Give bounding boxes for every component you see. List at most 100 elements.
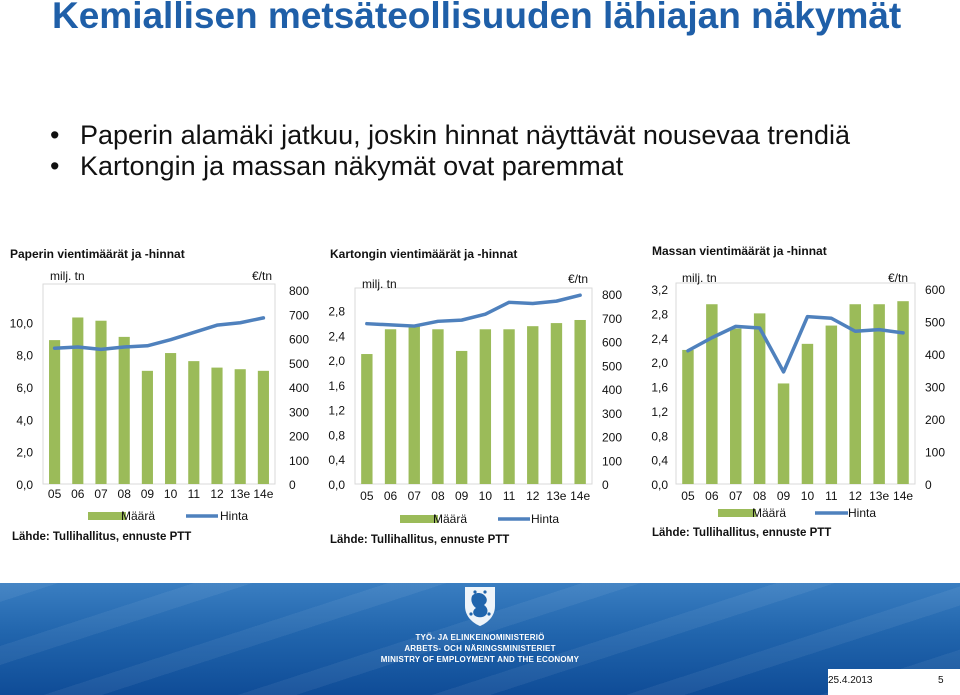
- bar: [408, 326, 420, 484]
- bar: [49, 340, 61, 484]
- right-tick-label: 200: [289, 430, 309, 444]
- left-axis-unit: milj. tn: [682, 271, 717, 285]
- right-tick-label: 600: [602, 336, 622, 350]
- bar: [730, 328, 742, 484]
- right-tick-label: 100: [602, 454, 622, 468]
- bullet-list: Paperin alamäki jatkuu, joskin hinnat nä…: [48, 120, 850, 182]
- legend-label: Hinta: [848, 506, 876, 520]
- bar: [777, 383, 790, 484]
- category-label: 14e: [253, 487, 273, 501]
- chart-title: Massan vientimäärät ja -hinnat: [652, 244, 827, 258]
- bar: [873, 304, 885, 484]
- left-axis-unit: milj. tn: [50, 269, 85, 283]
- bar: [849, 304, 861, 484]
- right-tick-label: 200: [925, 413, 945, 427]
- right-tick-label: 0: [602, 478, 609, 492]
- ministry-name-sv: ARBETS- OCH NÄRINGSMINISTERIET: [404, 644, 556, 653]
- bar: [455, 350, 468, 484]
- right-tick-label: 600: [289, 333, 309, 347]
- category-label: 12: [210, 487, 224, 501]
- right-tick-label: 300: [602, 407, 622, 421]
- left-tick-label: 1,2: [328, 404, 345, 418]
- left-tick-label: 1,6: [328, 379, 345, 393]
- left-tick-label: 1,6: [651, 381, 668, 395]
- left-tick-label: 2,8: [328, 305, 345, 319]
- category-label: 06: [384, 489, 398, 503]
- left-tick-label: 2,0: [328, 354, 345, 368]
- category-label: 05: [681, 489, 695, 503]
- left-tick-label: 3,2: [651, 283, 668, 297]
- category-label: 05: [48, 487, 62, 501]
- left-tick-label: 0,0: [16, 478, 33, 492]
- right-axis-unit: €/tn: [888, 271, 908, 285]
- right-tick-label: 400: [925, 348, 945, 362]
- right-tick-label: 0: [925, 478, 932, 492]
- category-label: 08: [118, 487, 132, 501]
- legend-label: Hinta: [220, 509, 248, 523]
- legend-bar-swatch: [88, 512, 126, 520]
- right-tick-label: 100: [925, 446, 945, 460]
- price-line: [686, 314, 905, 374]
- category-label: 07: [729, 489, 743, 503]
- bar: [188, 361, 200, 484]
- bar: [432, 329, 444, 484]
- chart-source: Lähde: Tullihallitus, ennuste PTT: [330, 534, 509, 546]
- bar: [95, 320, 107, 484]
- left-tick-label: 1,2: [651, 405, 668, 419]
- bar: [503, 329, 515, 484]
- ministry-name-fi: TYÖ- JA ELINKEINOMINISTERIÖ: [415, 633, 545, 642]
- category-label: 07: [408, 489, 422, 503]
- category-label: 13e: [546, 489, 566, 503]
- right-tick-label: 500: [602, 359, 622, 373]
- left-tick-label: 0,4: [651, 454, 668, 468]
- category-label: 12: [849, 489, 863, 503]
- bar: [361, 354, 373, 484]
- category-label: 12: [526, 489, 540, 503]
- category-label: 09: [455, 489, 469, 503]
- legend-bar-swatch: [400, 515, 438, 523]
- bullet-item: Paperin alamäki jatkuu, joskin hinnat nä…: [48, 120, 850, 151]
- bullet-item: Kartongin ja massan näkymät ovat paremma…: [48, 151, 850, 182]
- right-tick-label: 300: [925, 381, 945, 395]
- bar: [682, 349, 694, 484]
- bar: [706, 304, 718, 484]
- category-label: 11: [503, 489, 516, 503]
- bar: [141, 370, 153, 484]
- bar: [753, 313, 766, 484]
- footer-strip: [828, 669, 960, 695]
- category-label: 09: [141, 487, 155, 501]
- category-label: 08: [431, 489, 445, 503]
- bar: [257, 370, 269, 484]
- legend-bar-swatch: [718, 509, 756, 517]
- price-line: [52, 316, 266, 352]
- right-tick-label: 400: [602, 383, 622, 397]
- bar: [72, 317, 84, 484]
- right-tick-label: 300: [289, 405, 309, 419]
- left-tick-label: 0,0: [328, 478, 345, 492]
- page-title: Kemiallisen metsäteollisuuden lähiajan n…: [52, 0, 902, 36]
- right-tick-label: 500: [925, 316, 945, 330]
- bar: [801, 343, 814, 484]
- category-label: 10: [164, 487, 178, 501]
- left-tick-label: 2,0: [16, 446, 33, 460]
- legend-label: Määrä: [433, 512, 467, 526]
- chart-title: Paperin vientimäärät ja -hinnat: [10, 247, 185, 261]
- right-tick-label: 400: [289, 381, 309, 395]
- right-tick-label: 0: [289, 478, 296, 492]
- left-tick-label: 4,0: [16, 413, 33, 427]
- category-label: 07: [94, 487, 108, 501]
- slide-date: 25.4.2013: [828, 675, 873, 686]
- category-label: 06: [705, 489, 719, 503]
- right-tick-label: 700: [602, 312, 622, 326]
- left-tick-label: 0,8: [651, 429, 668, 443]
- category-label: 08: [753, 489, 767, 503]
- bar: [897, 301, 909, 484]
- chart-title: Kartongin vientimäärät ja -hinnat: [330, 247, 517, 261]
- price-line: [365, 293, 582, 328]
- left-tick-label: 2,0: [651, 356, 668, 370]
- right-axis-unit: €/tn: [252, 269, 272, 283]
- legend-label: Määrä: [121, 509, 155, 523]
- bar: [574, 319, 586, 484]
- category-label: 10: [479, 489, 493, 503]
- ministry-name-en: MINISTRY OF EMPLOYMENT AND THE ECONOMY: [380, 655, 580, 664]
